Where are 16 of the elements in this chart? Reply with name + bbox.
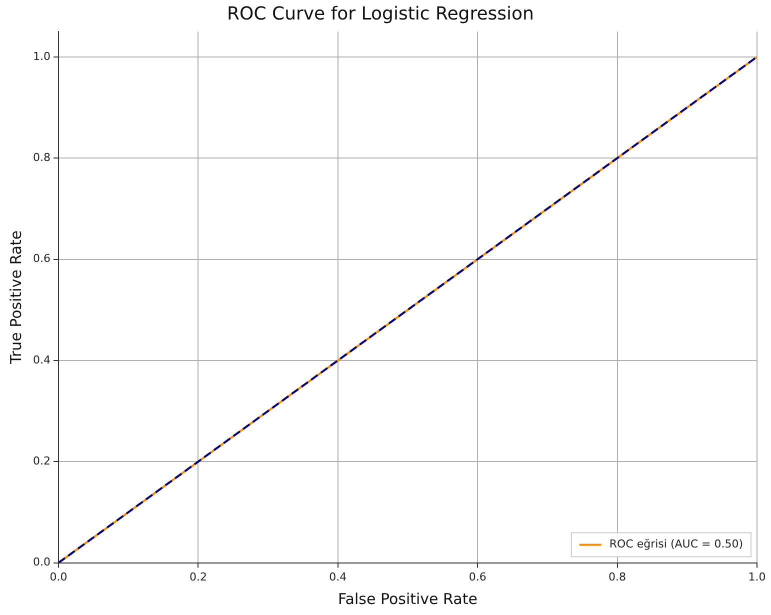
x-tick-label: 0.6: [468, 570, 486, 584]
y-tick-label: 0.8: [32, 150, 50, 164]
x-axis-title: False Positive Rate: [338, 590, 478, 608]
y-axis-title: True Positive Rate: [6, 230, 25, 366]
x-tick-label: 0.2: [189, 570, 207, 584]
x-tick-label: 0.0: [50, 570, 68, 584]
chart-title: ROC Curve for Logistic Regression: [227, 3, 534, 24]
x-tick-label: 0.4: [329, 570, 347, 584]
x-tick-label: 1.0: [748, 570, 766, 584]
y-tick-label: 0.2: [32, 454, 50, 468]
y-tick-label: 1.0: [32, 50, 50, 63]
y-tick-label: 0.4: [32, 353, 50, 366]
y-tick-label: 0.0: [32, 556, 50, 569]
legend-label: ROC eğrisi (AUC = 0.50): [609, 538, 744, 551]
x-tick-label: 0.8: [608, 570, 626, 584]
y-tick-label: 0.6: [32, 252, 50, 266]
